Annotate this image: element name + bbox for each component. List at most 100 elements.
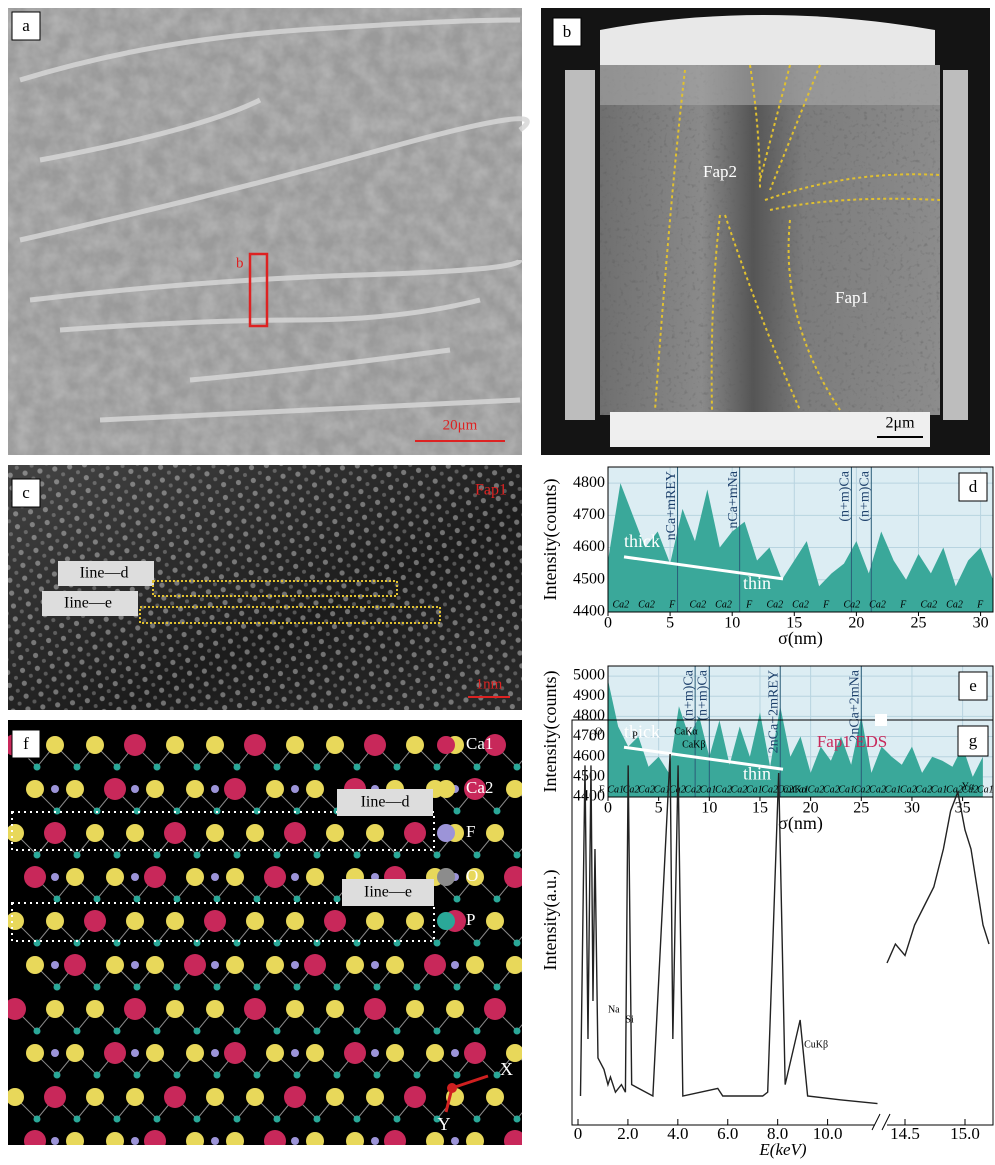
p-atom — [194, 764, 201, 771]
x-tick-label: 0 — [604, 800, 612, 817]
line-tag-label: Iine—d — [361, 794, 410, 811]
site-label: Ca2 — [715, 599, 732, 610]
p-atom — [94, 984, 101, 991]
site-label: Ca2 — [869, 599, 886, 610]
ca2-atom — [66, 780, 84, 798]
f-atom — [51, 785, 59, 793]
f-atom — [51, 873, 59, 881]
ca1-atom — [224, 1042, 246, 1064]
ca2-atom — [246, 912, 264, 930]
line-tag-label: Iine—e — [364, 884, 412, 901]
site-label: Ca2 — [823, 784, 840, 795]
site-label: F — [976, 599, 984, 610]
panel-b: Fap2 Fap1 2μm b — [541, 8, 990, 455]
ca2-atom — [366, 912, 384, 930]
ca2-atom — [546, 1132, 564, 1150]
site-label: Ca1 — [931, 784, 948, 795]
annotation: 2nCa+2mNa — [848, 669, 863, 741]
f-atom — [51, 961, 59, 969]
annotation: (n+m)Ca — [681, 669, 696, 720]
y-axis-label: Intensity(counts) — [540, 479, 561, 601]
site-label: Ca2 — [915, 784, 932, 795]
ca1-atom — [244, 998, 266, 1020]
y-tick-label: 5000 — [573, 667, 605, 684]
p-atom — [154, 1116, 161, 1123]
site-label: Ca2 — [766, 599, 783, 610]
p-atom — [414, 1072, 421, 1079]
panel-label: g — [969, 731, 978, 750]
region-label: b — [236, 255, 244, 271]
side-wall — [565, 70, 595, 420]
f-atom — [451, 1137, 459, 1145]
ca2-atom — [126, 1088, 144, 1106]
ca1-atom — [484, 998, 506, 1020]
ca2-atom — [326, 1000, 344, 1018]
site-label: Ca2 — [900, 784, 917, 795]
ca1-atom — [284, 1086, 306, 1108]
f-atom — [131, 873, 139, 881]
ca2-atom — [346, 1132, 364, 1150]
panel-c: Fap1 Iine—d Iine—e 1nm c — [8, 465, 522, 710]
bond — [555, 1141, 577, 1160]
y-axis-label: Intensity(counts) — [540, 671, 561, 793]
peak-label: F — [599, 784, 605, 795]
ca2-atom — [226, 956, 244, 974]
ca2-atom — [466, 1132, 484, 1150]
ca1-atom — [344, 1042, 366, 1064]
f-atom — [51, 1137, 59, 1145]
p-atom — [94, 896, 101, 903]
ca1-atom — [144, 1130, 166, 1152]
p-atom — [374, 984, 381, 991]
p-atom — [514, 1116, 521, 1123]
panel-label: e — [969, 676, 977, 695]
f-atom — [531, 873, 539, 881]
ca2-atom — [106, 868, 124, 886]
p-atom — [154, 764, 161, 771]
p-atom — [354, 1028, 361, 1035]
spectrum — [580, 754, 877, 1104]
ca1-atom — [424, 954, 446, 976]
peak-label: Si — [625, 1014, 634, 1025]
p-atom — [534, 808, 541, 815]
p-atom — [34, 852, 41, 859]
site-label: Ca2 — [715, 784, 732, 795]
p-atom — [294, 1072, 301, 1079]
ca1-atom — [364, 998, 386, 1020]
p-atom — [114, 1116, 121, 1123]
ca1-atom — [404, 1086, 426, 1108]
x-axis-label: σ(nm) — [778, 813, 823, 834]
panel-label: a — [22, 16, 30, 35]
ca1-atom — [324, 910, 346, 932]
ca1-atom — [24, 866, 46, 888]
ca2-atom — [206, 824, 224, 842]
ca1-atom — [24, 1130, 46, 1152]
annotation: (n+m)Ca — [858, 470, 873, 521]
p-atom — [474, 764, 481, 771]
ca1-atom — [44, 1086, 66, 1108]
p-atom — [34, 1028, 41, 1035]
f-atom — [291, 1137, 299, 1145]
f-atom — [451, 961, 459, 969]
site-label: Ca2 — [946, 784, 963, 795]
p-atom — [454, 808, 461, 815]
p-atom — [394, 852, 401, 859]
p-atom — [514, 852, 521, 859]
site-label: Ca2 — [792, 599, 809, 610]
f-atom — [211, 873, 219, 881]
site-label: Ca2 — [761, 784, 778, 795]
x-tick-label: 0 — [574, 1124, 583, 1143]
ca2-atom — [406, 736, 424, 754]
site-label: Ca1 — [885, 784, 902, 795]
site-label: Ca2 — [638, 784, 655, 795]
x-tick-label: 30 — [904, 800, 920, 817]
y-tick-label: 4800 — [573, 474, 605, 491]
site-label: F — [899, 599, 907, 610]
f-atom — [531, 1137, 539, 1145]
ca2-atom — [346, 956, 364, 974]
y-tick-label: 4700 — [573, 506, 605, 523]
x-tick-label: 10 — [701, 800, 717, 817]
p-atom — [394, 1116, 401, 1123]
panel-label: d — [969, 477, 978, 496]
p-atom — [134, 896, 141, 903]
p-atom — [494, 808, 501, 815]
